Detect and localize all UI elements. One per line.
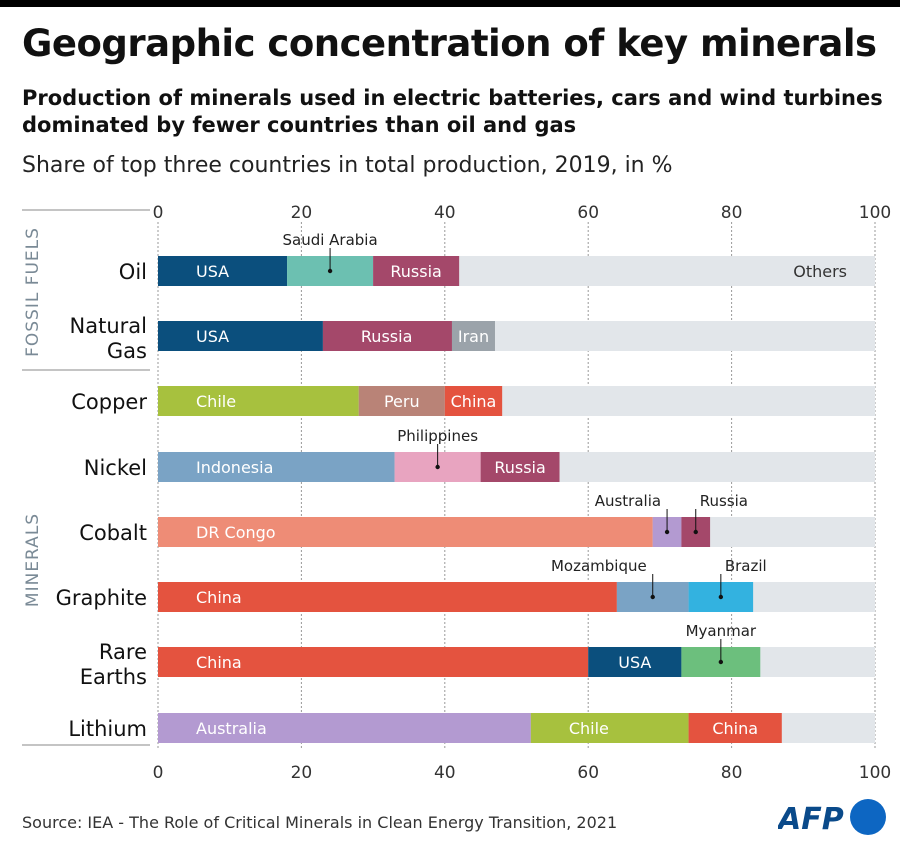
segment-label-lithium-chile: Chile xyxy=(569,719,609,738)
annotation-label-graphite-mozambique: Mozambique xyxy=(551,557,647,575)
x-tick-top-20: 20 xyxy=(291,203,313,223)
segment-label-natural-gas-usa: USA xyxy=(196,327,229,346)
others-label-oil: Others xyxy=(793,262,847,281)
bar-segment-cobalt-dr-congo xyxy=(158,517,653,547)
annotation-label-graphite-brazil: Brazil xyxy=(725,557,767,575)
bar-segment-rare-earths-china xyxy=(158,647,589,677)
x-tick-bottom-20: 20 xyxy=(291,763,313,783)
x-tick-top-80: 80 xyxy=(721,203,743,223)
bar-segment-nickel-indonesia xyxy=(158,452,395,482)
annotation-label-oil-saudi-arabia: Saudi Arabia xyxy=(282,231,377,249)
chart-title: Geographic concentration of key minerals xyxy=(22,22,877,65)
x-tick-bottom-40: 40 xyxy=(434,763,456,783)
bar-segment-oil-russia xyxy=(373,256,460,286)
category-label-lithium: Lithium xyxy=(68,717,147,741)
group-label-fossil-fuels: FOSSIL FUELS xyxy=(23,227,43,357)
annotation-label-cobalt-australia: Australia xyxy=(595,492,661,510)
top-rule xyxy=(0,0,900,7)
bar-segment-lithium-china xyxy=(688,713,782,743)
segment-label-nickel-russia: Russia xyxy=(494,458,545,477)
leader-dot-graphite-brazil xyxy=(718,594,724,600)
x-tick-top-60: 60 xyxy=(577,203,599,223)
x-tick-top-0: 0 xyxy=(153,203,164,223)
source-note: Source: IEA - The Role of Critical Miner… xyxy=(22,813,618,832)
segment-label-lithium-china: China xyxy=(712,719,758,738)
bar-segment-lithium-chile xyxy=(530,713,689,743)
stacked-bar-chart: 0 0 20 20 40 40 60 60 80 80 100 100 FOSSIL FUELS MINE… xyxy=(22,203,891,783)
segment-label-oil-usa: USA xyxy=(196,262,229,281)
bar-segment-copper-china xyxy=(444,386,503,416)
x-tick-bottom-80: 80 xyxy=(721,763,743,783)
category-label-nickel: Nickel xyxy=(84,456,147,480)
segment-label-nickel-indonesia: Indonesia xyxy=(196,458,273,477)
segment-label-rare-earths-usa: USA xyxy=(618,653,651,672)
annotation-label-cobalt-russia: Russia xyxy=(700,492,748,510)
category-label-natural-gas-1: Natural xyxy=(70,314,147,338)
leader-dot-rare-earths-myanmar xyxy=(718,659,724,665)
segment-label-graphite-china: China xyxy=(196,588,242,607)
x-tick-bottom-60: 60 xyxy=(577,763,599,783)
segment-label-natural-gas-russia: Russia xyxy=(361,327,412,346)
segment-label-copper-china: China xyxy=(451,392,497,411)
segment-label-cobalt-dr-congo: DR Congo xyxy=(196,523,276,542)
bar-segment-nickel-russia xyxy=(480,452,560,482)
bar-segment-oil-usa xyxy=(158,256,288,286)
group-label-minerals: MINERALS xyxy=(23,513,43,607)
afp-logo: AFP xyxy=(778,799,886,837)
afp-logo-text: AFP xyxy=(778,802,844,837)
segment-label-copper-peru: Peru xyxy=(384,392,420,411)
annotation-label-rare-earths-myanmar: Myanmar xyxy=(686,622,757,640)
category-label-oil: Oil xyxy=(119,260,147,284)
bar-segment-graphite-china xyxy=(158,582,617,612)
leader-dot-oil-saudi-arabia xyxy=(327,268,333,274)
bar-segment-natural-gas-usa xyxy=(158,321,323,351)
category-label-rare-earths-2: Earths xyxy=(80,665,147,689)
annotation-label-nickel-philippines: Philippines xyxy=(397,427,478,445)
x-tick-top-100: 100 xyxy=(859,203,891,223)
afp-logo-circle xyxy=(850,799,886,835)
bar-segment-rare-earths-usa xyxy=(588,647,682,677)
segment-label-rare-earths-china: China xyxy=(196,653,242,672)
bar-segment-natural-gas-russia xyxy=(322,321,452,351)
leader-dot-cobalt-russia xyxy=(693,529,698,535)
category-label-copper: Copper xyxy=(71,390,147,414)
segment-label-oil-russia: Russia xyxy=(390,262,441,281)
bar-segment-copper-chile xyxy=(158,386,359,416)
leader-dot-graphite-mozambique xyxy=(650,594,655,600)
x-tick-bottom-0: 0 xyxy=(153,763,164,783)
x-tick-top-40: 40 xyxy=(434,203,456,223)
leader-dot-cobalt-australia xyxy=(664,529,670,535)
category-label-natural-gas-2: Gas xyxy=(107,339,147,363)
segment-label-lithium-australia: Australia xyxy=(196,719,267,738)
segment-label-natural-gas-iran: Iran xyxy=(458,327,489,346)
leader-dot-nickel-philippines xyxy=(435,464,440,470)
category-label-cobalt: Cobalt xyxy=(79,521,147,545)
measure-description: Share of top three countries in total pr… xyxy=(22,153,673,178)
bar-segment-copper-peru xyxy=(358,386,445,416)
bar-segment-lithium-australia xyxy=(158,713,531,743)
x-tick-bottom-100: 100 xyxy=(859,763,891,783)
category-label-rare-earths-1: Rare xyxy=(99,640,147,664)
chart-subtitle: Production of minerals used in electric … xyxy=(22,86,883,137)
segment-label-copper-chile: Chile xyxy=(196,392,236,411)
bar-segment-natural-gas-iran xyxy=(451,321,495,351)
category-label-graphite: Graphite xyxy=(56,586,147,610)
